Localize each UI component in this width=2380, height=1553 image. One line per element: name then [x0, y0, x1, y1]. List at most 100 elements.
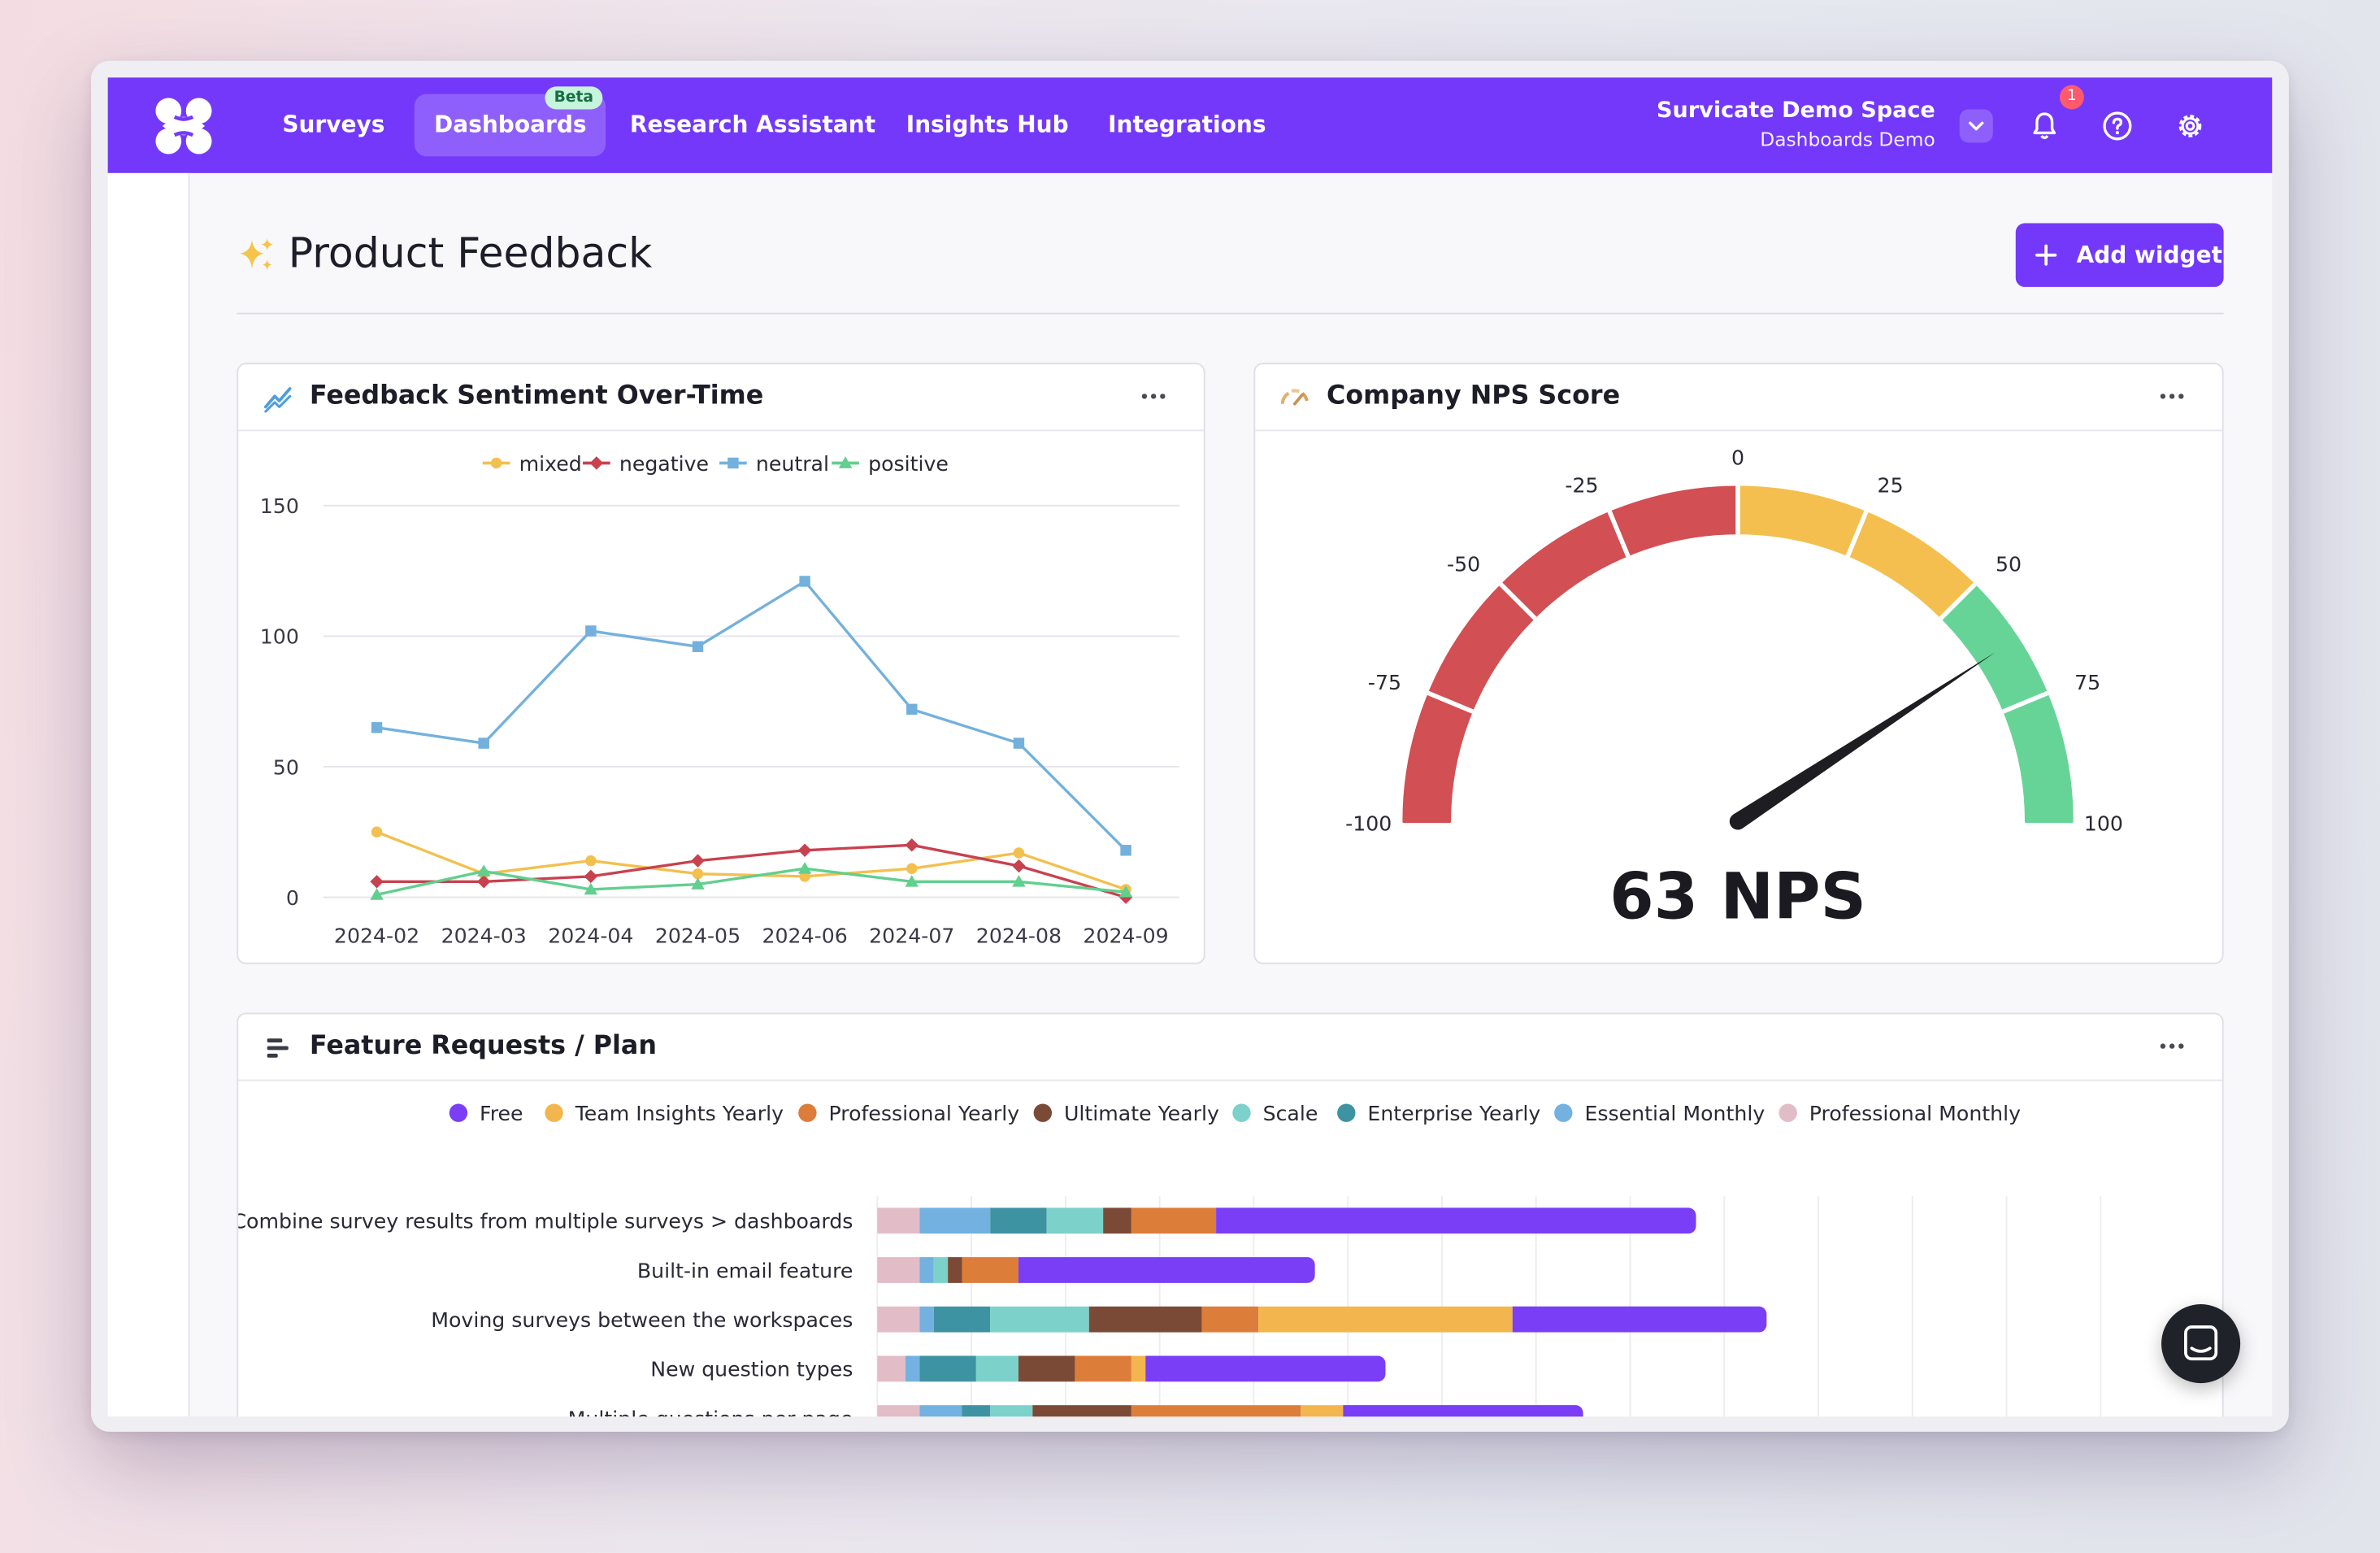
workspace-name: Survicate Demo Space	[1657, 98, 1935, 124]
title-divider	[237, 312, 2224, 315]
add-widget-label: Add widget	[2076, 241, 2222, 269]
page-title-text: Product Feedback	[288, 230, 653, 278]
workspace-dropdown-button[interactable]	[1959, 109, 1993, 143]
legend-label: Team Insights Yearly	[575, 1102, 784, 1125]
category-label: New question types	[650, 1358, 853, 1381]
data-point-positive	[1118, 885, 1133, 898]
category-label: Built-in email feature	[637, 1259, 853, 1282]
gauge-tick-label: 75	[2074, 671, 2100, 694]
bar-segment-professional-monthly	[877, 1257, 920, 1283]
bar-segment-essential-monthly	[919, 1405, 962, 1417]
series-line-positive	[376, 867, 1127, 897]
bar-segment-professional-monthly	[877, 1207, 920, 1234]
bar-segment-free	[1512, 1306, 1767, 1333]
bell-icon[interactable]	[2026, 108, 2063, 145]
bar-chart-icon	[267, 1038, 289, 1058]
legend-label: neutral	[756, 452, 829, 476]
category-label: Combine survey results from multiple sur…	[238, 1210, 853, 1233]
feature-requests-bar-chart: Free Team Insights Yearly Professional Yea…	[238, 1102, 2102, 1417]
gauge-needle-hub	[1729, 812, 1747, 830]
gauge-tick	[1939, 582, 1977, 620]
gauge-tick-label: 25	[1878, 474, 1904, 498]
category-label: Moving surveys between the workspaces	[431, 1308, 853, 1332]
bar-segment-professional-monthly	[877, 1405, 920, 1417]
bar-segment-scale	[1046, 1207, 1104, 1234]
x-tick-label: 2024-09	[1083, 924, 1168, 948]
legend-label: Enterprise Yearly	[1367, 1102, 1540, 1125]
sparkles-icon	[240, 238, 274, 271]
add-widget-button[interactable]: Add widget	[2015, 223, 2224, 287]
bar-segment-scale	[990, 1405, 1033, 1417]
more-options-icon[interactable]	[1140, 385, 1167, 407]
legend-label: mixed	[519, 452, 582, 476]
notification-count-badge: 1	[2059, 85, 2084, 110]
gauge-band-2	[1940, 583, 2074, 824]
series-line-negative	[376, 843, 1127, 899]
bar-segment-professional-yearly	[1201, 1306, 1259, 1333]
gauge-tick-label: -75	[1368, 671, 1401, 694]
widget-title: Feature Requests / Plan	[309, 1030, 657, 1062]
gauge-tick-label: 50	[1996, 553, 2022, 576]
legend-label: Professional Yearly	[829, 1102, 1020, 1125]
data-point-neutral	[692, 641, 704, 652]
legend-marker	[589, 456, 604, 470]
legend-label: Ultimate Yearly	[1064, 1102, 1219, 1125]
bar-segment-enterprise-yearly	[933, 1306, 991, 1333]
data-point-negative	[476, 875, 491, 889]
bar-segment-professional-monthly	[877, 1306, 920, 1333]
y-tick-label: 50	[273, 755, 299, 779]
left-sidebar	[107, 172, 190, 1417]
gauge-tick	[1607, 510, 1631, 558]
legend-marker	[727, 457, 739, 469]
legend-swatch	[1778, 1103, 1797, 1122]
widget-header: Company NPS Score	[1255, 364, 2222, 432]
chat-launcher-button[interactable]	[2161, 1304, 2241, 1384]
bar-segment-scale	[990, 1306, 1089, 1333]
bar-segment-essential-monthly	[919, 1257, 934, 1283]
nav-research-assistant[interactable]: Research Assistant	[629, 111, 876, 138]
gauge-tick	[1427, 690, 1474, 714]
data-point-neutral	[478, 737, 489, 749]
data-point-positive	[584, 882, 598, 895]
bar-segment-ultimate-yearly	[948, 1257, 962, 1283]
bar-segment-ultimate-yearly	[1018, 1355, 1075, 1382]
gauge-band-0	[1402, 485, 1739, 824]
x-tick-label: 2024-02	[334, 924, 419, 948]
legend-label: Essential Monthly	[1584, 1102, 1765, 1125]
legend-swatch	[1554, 1103, 1573, 1122]
series-line-neutral	[376, 579, 1127, 851]
nav-insights-hub[interactable]: Insights Hub	[906, 111, 1069, 138]
more-options-icon[interactable]	[2158, 1035, 2186, 1056]
data-point-negative	[1118, 890, 1133, 904]
workspace-switcher[interactable]: Survicate Demo Space Dashboards Demo	[1657, 96, 1935, 154]
gauge-tick-label: -25	[1565, 474, 1598, 498]
chat-icon	[2184, 1325, 2218, 1361]
logo-icon[interactable]	[154, 96, 215, 157]
bar-segment-enterprise-yearly	[990, 1207, 1047, 1234]
data-point-neutral	[1120, 845, 1131, 856]
data-point-neutral	[799, 576, 810, 587]
nav-surveys[interactable]: Surveys	[282, 111, 385, 138]
data-point-positive	[691, 877, 705, 890]
more-options-icon[interactable]	[2158, 385, 2186, 407]
bar-segment-professional-yearly	[962, 1257, 1018, 1283]
nps-gauge-chart: -100 -75 -50 -25 0 25 50 75 100 63 NPS	[1345, 446, 2123, 934]
gear-icon[interactable]	[2172, 108, 2208, 145]
workspace-subtitle: Dashboards Demo	[1760, 127, 1935, 150]
beta-badge: Beta	[545, 86, 603, 110]
nps-score-label: 63 NPS	[1609, 860, 1866, 934]
data-point-neutral	[371, 722, 383, 733]
x-tick-label: 2024-07	[869, 924, 954, 948]
gauge-tick	[1499, 582, 1537, 620]
help-icon[interactable]	[2099, 108, 2135, 145]
nav-integrations[interactable]: Integrations	[1108, 111, 1266, 138]
bar-segment-free	[1216, 1207, 1696, 1234]
bar-segment-free	[1018, 1257, 1315, 1283]
bar-segment-scale	[933, 1257, 949, 1283]
y-tick-label: 0	[286, 886, 299, 910]
bar-segment-team-insights-yearly	[1131, 1355, 1146, 1382]
bar-segment-enterprise-yearly	[962, 1405, 991, 1417]
bar-segment-professional-yearly	[1075, 1355, 1131, 1382]
data-point-positive	[370, 888, 384, 900]
widget-title: Company NPS Score	[1327, 381, 1621, 412]
